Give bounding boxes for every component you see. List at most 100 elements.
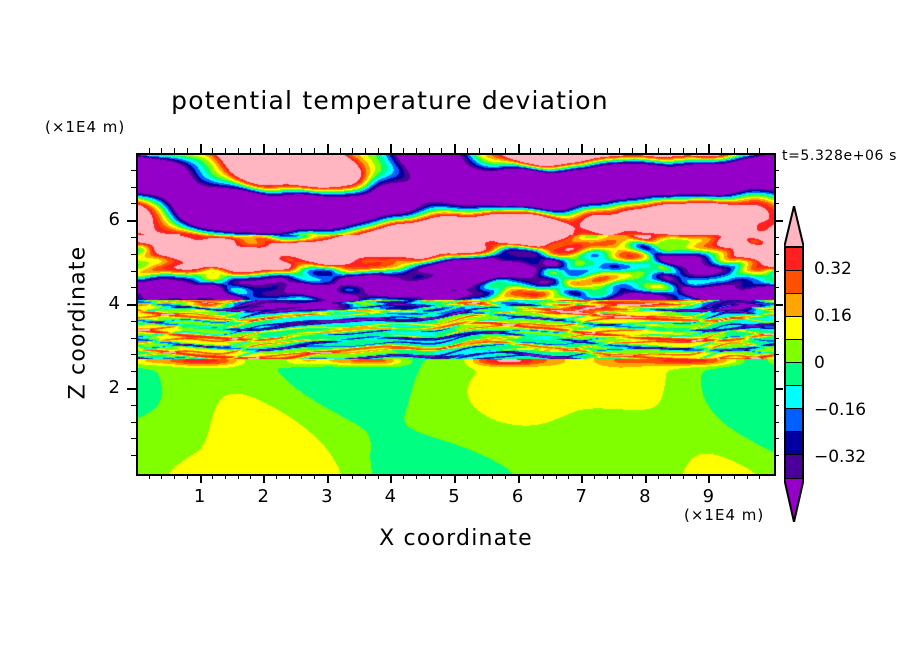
axis-tick <box>543 148 544 153</box>
axis-tick <box>250 474 251 479</box>
x-axis-tick-label: 8 <box>639 486 651 507</box>
axis-tick <box>429 474 430 479</box>
axis-tick <box>721 474 722 479</box>
axis-tick <box>581 474 583 483</box>
axis-tick <box>619 148 620 153</box>
axis-tick <box>289 148 290 153</box>
axis-tick <box>131 287 136 288</box>
axis-tick <box>632 474 633 479</box>
y-axis-tick-label: 6 <box>108 209 120 231</box>
axis-tick <box>289 474 290 479</box>
axis-tick <box>200 474 202 483</box>
axis-tick <box>568 474 569 479</box>
colorbar-tick-label: −0.32 <box>814 446 867 467</box>
axis-tick <box>174 148 175 153</box>
axis-tick <box>479 474 480 479</box>
axis-tick <box>774 304 783 306</box>
colorbar-band <box>786 363 802 386</box>
axis-tick <box>441 474 442 479</box>
axis-tick <box>708 144 710 153</box>
x-axis-tick-label: 3 <box>321 486 333 507</box>
axis-tick <box>619 474 620 479</box>
axis-tick <box>518 144 520 153</box>
axis-tick <box>492 148 493 153</box>
axis-tick <box>696 474 697 479</box>
axis-tick <box>352 148 353 153</box>
axis-tick <box>774 354 779 355</box>
axis-tick <box>378 474 379 479</box>
axis-tick <box>301 474 302 479</box>
axis-tick <box>263 144 265 153</box>
axis-tick <box>747 148 748 153</box>
axis-tick <box>774 438 779 439</box>
axis-tick <box>131 422 136 423</box>
axis-tick <box>187 474 188 479</box>
axis-tick <box>131 187 136 188</box>
axis-tick <box>212 148 213 153</box>
axis-tick <box>314 148 315 153</box>
axis-tick <box>416 148 417 153</box>
axis-tick <box>543 474 544 479</box>
axis-tick <box>479 148 480 153</box>
axis-tick <box>530 474 531 479</box>
axis-tick <box>314 474 315 479</box>
axis-tick <box>276 148 277 153</box>
colorbar-tick-label: 0.16 <box>814 306 852 327</box>
axis-tick <box>734 148 735 153</box>
colorbar-tick-label: −0.16 <box>814 399 867 420</box>
axis-tick <box>683 148 684 153</box>
axis-tick <box>352 474 353 479</box>
axis-tick <box>645 144 647 153</box>
x-axis-tick-label: 7 <box>575 486 587 507</box>
axis-tick <box>127 220 136 222</box>
axis-tick <box>774 254 779 255</box>
axis-tick <box>390 144 392 153</box>
axis-tick <box>774 405 779 406</box>
axis-tick <box>774 388 783 390</box>
y-axis-tick-label: 4 <box>108 293 120 315</box>
axis-tick <box>365 474 366 479</box>
axis-tick <box>556 148 557 153</box>
axis-tick <box>365 148 366 153</box>
colorbar-band <box>786 271 802 294</box>
axis-tick <box>187 148 188 153</box>
axis-tick <box>774 287 779 288</box>
axis-tick <box>340 148 341 153</box>
colorbar-band <box>786 317 802 340</box>
axis-tick <box>467 474 468 479</box>
axis-tick <box>658 474 659 479</box>
axis-tick <box>429 148 430 153</box>
colorbar-band <box>786 455 802 478</box>
colorbar-tick-label: 0 <box>814 353 825 373</box>
axis-tick <box>530 148 531 153</box>
x-axis-tick-label: 6 <box>511 486 524 507</box>
axis-tick <box>467 148 468 153</box>
axis-tick <box>774 338 779 339</box>
colorbar-bands <box>784 246 804 480</box>
axis-tick <box>161 474 162 479</box>
axis-tick <box>131 203 136 204</box>
colorbar: 0.32 0.16 0 −0.16 −0.32 <box>784 206 866 524</box>
axis-tick <box>238 474 239 479</box>
axis-tick <box>518 474 520 483</box>
axis-tick <box>131 405 136 406</box>
axis-tick <box>670 474 671 479</box>
axis-tick <box>200 144 202 153</box>
axis-tick <box>131 271 136 272</box>
axis-tick <box>161 148 162 153</box>
axis-tick <box>594 474 595 479</box>
axis-tick <box>774 422 779 423</box>
axis-tick <box>131 354 136 355</box>
colorbar-band <box>786 409 802 432</box>
axis-tick <box>774 455 779 456</box>
axis-tick <box>607 474 608 479</box>
axis-tick <box>454 474 456 483</box>
axis-tick <box>721 148 722 153</box>
axis-tick <box>263 474 265 483</box>
axis-tick <box>505 474 506 479</box>
axis-tick <box>149 148 150 153</box>
axis-tick <box>131 321 136 322</box>
axis-tick <box>607 148 608 153</box>
axis-tick <box>594 148 595 153</box>
